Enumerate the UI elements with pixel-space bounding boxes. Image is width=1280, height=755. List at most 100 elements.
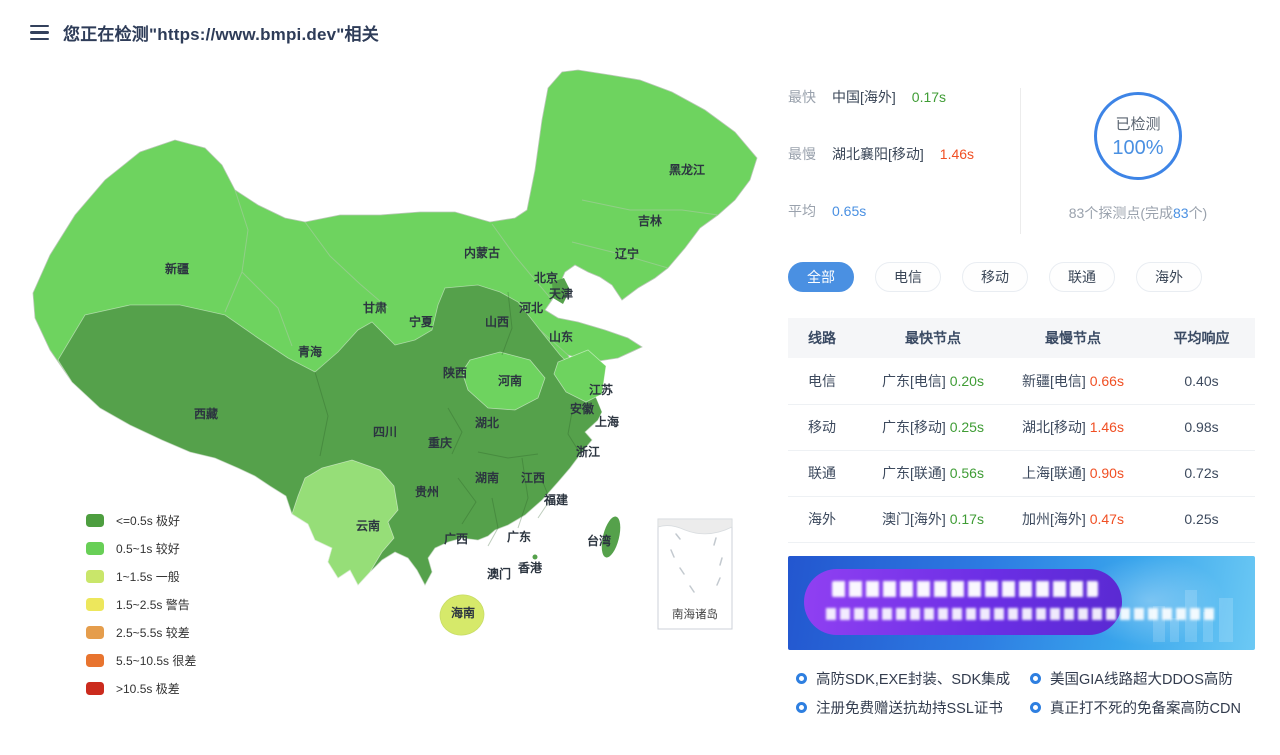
- legend-item: 1~1.5s 一般: [86, 568, 196, 585]
- map-region-excellent[interactable]: [57, 284, 603, 586]
- tab-overseas[interactable]: 海外: [1136, 262, 1202, 292]
- col-line: 线路: [788, 318, 868, 358]
- map-region-hongkong[interactable]: [532, 554, 538, 560]
- legend-item: <=0.5s 极好: [86, 512, 196, 529]
- promo-link-label: 注册免费赠送抗劫持SSL证书: [816, 701, 1003, 717]
- fastest-node: 广东[联通]: [882, 465, 946, 481]
- map-region-henan[interactable]: [461, 351, 546, 411]
- province-label: 新疆: [165, 261, 189, 276]
- fastest-node: 广东[电信]: [882, 372, 946, 389]
- promo-link[interactable]: 注册免费赠送抗劫持SSL证书: [796, 697, 1003, 718]
- ring-icon: [1030, 673, 1041, 684]
- province-label: 陕西: [443, 365, 467, 380]
- map-region-hainan[interactable]: [437, 591, 487, 638]
- province-label: 澳门: [487, 566, 511, 581]
- stat-average-value: 0.65s: [832, 203, 867, 219]
- china-map[interactable]: 南海诸岛 新疆 黑龙江 吉林 辽宁 内蒙古 北京 天津 河北 山西 山东 甘肃 …: [30, 60, 770, 696]
- province-label: 西藏: [194, 406, 218, 421]
- cell-slowest: 上海[联通] 0.90s: [998, 450, 1148, 497]
- banner-blurred-headline: [832, 581, 1098, 597]
- map-region-yunnan[interactable]: [291, 459, 399, 586]
- probe-summary-prefix: 83个探测点(完成: [1068, 205, 1173, 221]
- stat-fastest-label: 最快: [788, 89, 816, 105]
- province-label: 江苏: [589, 382, 613, 397]
- menu-icon[interactable]: [30, 23, 49, 43]
- province-label: 海南: [451, 605, 475, 620]
- province-label: 河南: [497, 373, 522, 388]
- province-label: 天津: [549, 286, 573, 301]
- fastest-time: 0.20s: [949, 372, 984, 389]
- cell-average: 0.72s: [1148, 450, 1255, 497]
- promo-link[interactable]: 真正打不死的免备案高防CDN: [1030, 697, 1241, 718]
- province-label: 山西: [485, 314, 509, 329]
- cell-slowest: 湖北[移动] 1.46s: [998, 404, 1148, 451]
- province-label: 台湾: [587, 533, 611, 548]
- legend-label: 1.5~2.5s 警告: [116, 598, 190, 612]
- slowest-node: 湖北[移动]: [1022, 419, 1086, 435]
- results-table: 线路 最快节点 最慢节点 平均响应 电信 广东[电信] 0.20s 新疆[电信]…: [788, 318, 1255, 543]
- fastest-time: 0.25s: [949, 419, 984, 435]
- province-label: 福建: [543, 492, 569, 507]
- map-region-tianjin[interactable]: [552, 278, 570, 304]
- province-label: 山东: [549, 329, 573, 344]
- map-region-jiangsu[interactable]: [553, 349, 607, 403]
- province-label: 辽宁: [615, 246, 639, 261]
- slowest-time: 1.46s: [1089, 419, 1124, 435]
- carrier-tabs: 全部 电信 移动 联通 海外: [788, 262, 1202, 292]
- cell-slowest: 新疆[电信] 0.66s: [998, 358, 1148, 405]
- cell-line: 电信: [788, 358, 868, 405]
- promo-link[interactable]: 高防SDK,EXE封装、SDK集成: [796, 668, 1010, 689]
- tab-telecom[interactable]: 电信: [875, 262, 941, 292]
- tab-unicom[interactable]: 联通: [1049, 262, 1115, 292]
- cell-line: 海外: [788, 496, 868, 543]
- province-label: 江西: [521, 470, 545, 485]
- probe-summary-count: 83: [1172, 205, 1189, 221]
- fastest-node: 广东[移动]: [882, 419, 946, 435]
- legend-swatch: [86, 513, 104, 528]
- banner-skyline: [1203, 612, 1213, 642]
- stat-average-label: 平均: [788, 203, 816, 219]
- tab-all[interactable]: 全部: [788, 262, 854, 292]
- province-label: 上海: [595, 414, 619, 429]
- province-labels: 新疆 黑龙江 吉林 辽宁 内蒙古 北京 天津 河北 山西 山东 甘肃 宁夏 青海…: [165, 162, 705, 620]
- slowest-node: 新疆[电信]: [1022, 372, 1086, 389]
- province-label: 广东: [507, 529, 531, 544]
- map-legend: <=0.5s 极好 0.5~1s 较好 1~1.5s 一般 1.5~2.5s 警…: [86, 512, 196, 697]
- ring-icon: [1030, 702, 1041, 713]
- tab-mobile[interactable]: 移动: [962, 262, 1028, 292]
- banner-skyline: [1219, 598, 1233, 642]
- province-borders-dark: [314, 291, 579, 547]
- legend-swatch: [86, 569, 104, 584]
- stat-average: 平均 0.65s: [788, 201, 866, 221]
- banner-purple-ribbon: [804, 569, 1122, 635]
- legend-item: 1.5~2.5s 警告: [86, 596, 196, 613]
- promo-banner[interactable]: [788, 556, 1255, 650]
- province-label: 青海: [298, 344, 322, 359]
- fastest-node: 澳门[海外]: [882, 511, 946, 527]
- promo-link[interactable]: 美国GIA线路超大DDOS高防: [1030, 668, 1233, 689]
- province-label: 湖南: [475, 470, 499, 485]
- table-header-row: 线路 最快节点 最慢节点 平均响应: [788, 318, 1255, 358]
- vertical-divider: [1020, 88, 1021, 234]
- col-slowest-node: 最慢节点: [998, 318, 1148, 358]
- province-label: 北京: [534, 270, 558, 285]
- china-map-svg[interactable]: 南海诸岛 新疆 黑龙江 吉林 辽宁 内蒙古 北京 天津 河北 山西 山东 甘肃 …: [30, 60, 770, 660]
- legend-label: 5.5~10.5s 很差: [116, 654, 197, 668]
- province-label: 内蒙古: [464, 245, 500, 260]
- page-title: 您正在检测"https://www.bmpi.dev"相关: [63, 25, 379, 44]
- map-region-taiwan[interactable]: [598, 515, 624, 560]
- province-label: 河北: [518, 300, 543, 315]
- fastest-time: 0.56s: [949, 465, 984, 481]
- slowest-time: 0.66s: [1089, 372, 1124, 389]
- gauge-title: 已检测: [1115, 115, 1161, 133]
- province-label: 云南: [356, 518, 380, 533]
- province-label: 广西: [444, 531, 468, 546]
- legend-swatch: [86, 653, 104, 668]
- province-label: 甘肃: [363, 300, 387, 315]
- province-label: 湖北: [475, 415, 499, 430]
- slowest-time: 0.90s: [1089, 465, 1124, 481]
- promo-link-label: 高防SDK,EXE封装、SDK集成: [816, 672, 1011, 688]
- legend-label: 2.5~5.5s 较差: [116, 626, 190, 640]
- stat-slowest-label: 最慢: [788, 146, 816, 162]
